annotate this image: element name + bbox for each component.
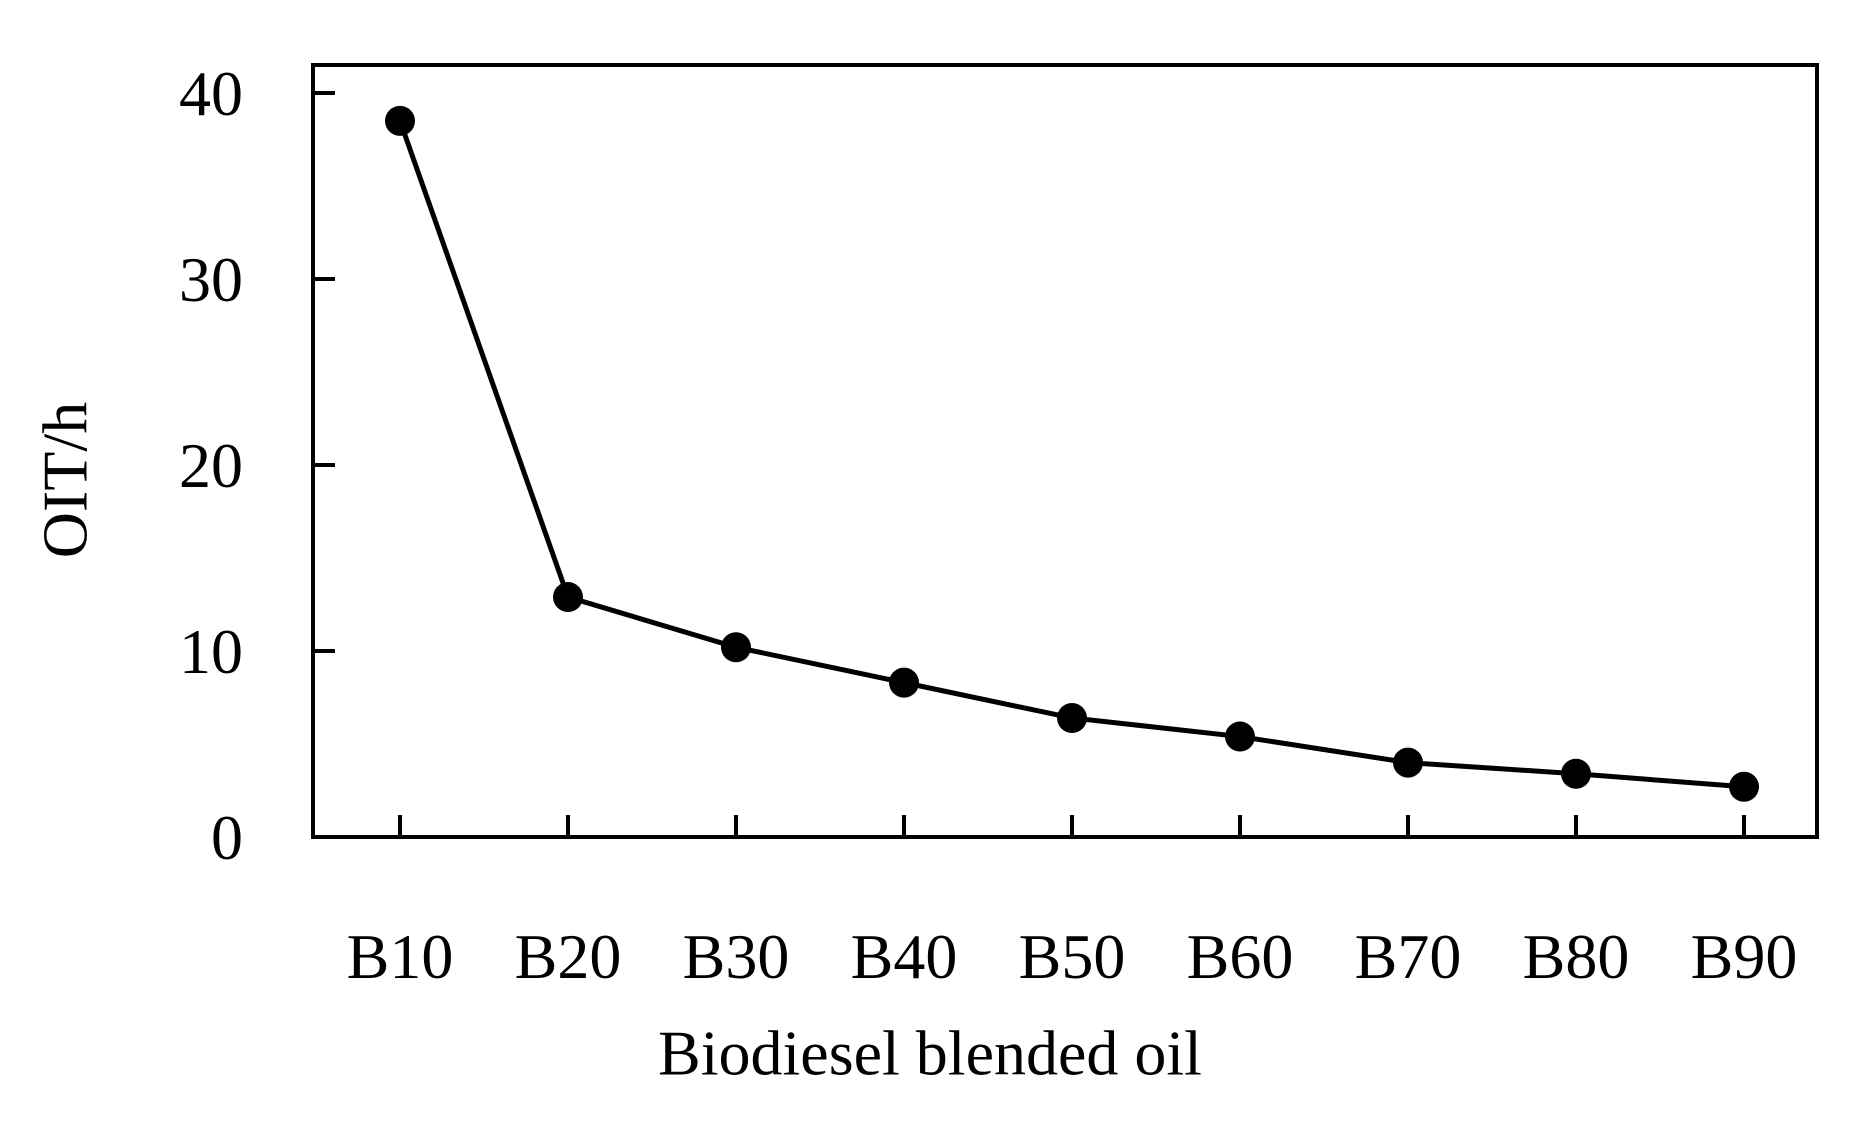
data-point-b60: [1225, 721, 1255, 752]
x-tick-label: B80: [1523, 921, 1630, 992]
series-group: [385, 105, 1759, 802]
y-ticks-group: 0 10 20 30 40: [179, 58, 335, 873]
y-tick-label: 40: [179, 58, 243, 129]
y-axis-title: OIT/h: [30, 402, 101, 558]
x-tick-label: B20: [515, 921, 622, 992]
data-point-b80: [1561, 758, 1591, 789]
x-tick-label: B60: [1187, 921, 1294, 992]
x-tick-label: B70: [1355, 921, 1462, 992]
x-tick-label: B30: [683, 921, 790, 992]
data-point-b40: [889, 667, 919, 698]
x-tick-label: B90: [1691, 921, 1798, 992]
x-tick-label: B40: [851, 921, 958, 992]
data-point-b70: [1393, 747, 1423, 778]
x-axis-title: Biodiesel blended oil: [658, 1018, 1202, 1089]
data-point-b30: [721, 632, 751, 663]
x-ticks-group: B10 B20 B30 B40 B50 B60 B70 B80 B90: [347, 815, 1798, 992]
data-point-b10: [385, 105, 415, 136]
plot-frame: [311, 63, 1819, 839]
data-point-b90: [1729, 771, 1759, 802]
y-tick-label: 0: [211, 802, 243, 873]
x-tick-label: B50: [1019, 921, 1126, 992]
y-tick-label: 20: [179, 430, 243, 501]
y-tick-label: 30: [179, 244, 243, 315]
data-point-b50: [1057, 702, 1087, 733]
series-line: [397, 120, 1745, 790]
axes-group: [311, 63, 1819, 839]
x-tick-label: B10: [347, 921, 454, 992]
data-point-b20: [553, 582, 583, 613]
y-tick-label: 10: [179, 616, 243, 687]
